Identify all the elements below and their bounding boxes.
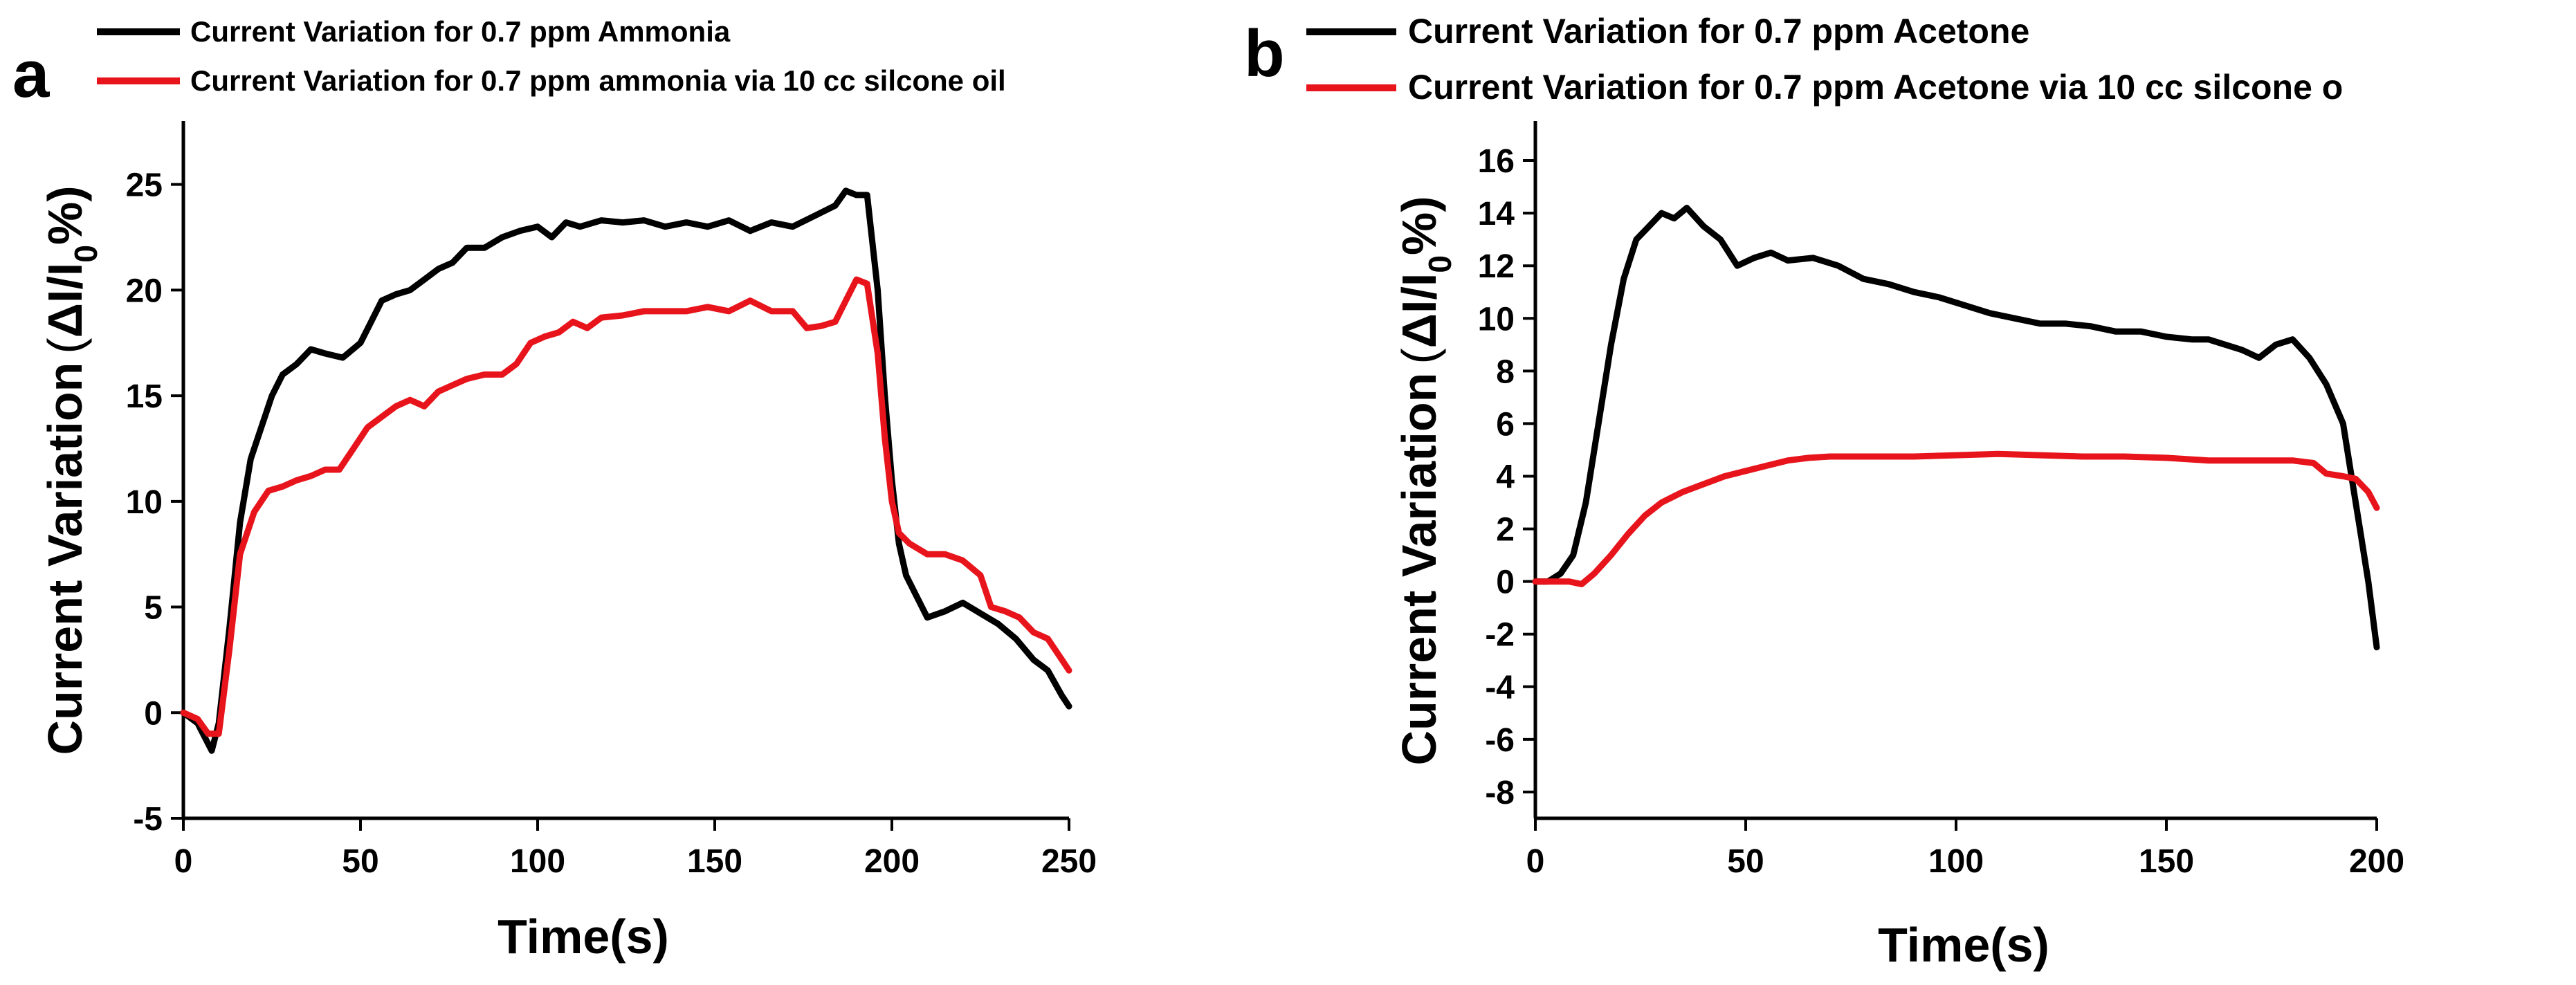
series-line-a-0 — [180, 187, 1072, 754]
x-ticks-b: 0 50 100 150 200 — [1526, 818, 2404, 880]
y-tick-label-b-10: 12 — [1478, 248, 1515, 285]
chart-panel-b: b Current Variation for 0.7 ppm Acetone … — [1244, 12, 2404, 972]
x-tick-label-b-2: 100 — [1928, 843, 1984, 880]
y-tick-label-a-5: 20 — [126, 273, 163, 309]
y-tick-label-b-6: 4 — [1496, 459, 1515, 496]
y-tick-label-b-5: 2 — [1496, 512, 1515, 549]
legend-a: Current Variation for 0.7 ppm Ammonia Cu… — [97, 15, 1006, 97]
y-axis-title-sub-b: 0 — [1422, 255, 1458, 273]
plot-area-b — [1532, 205, 2380, 651]
y-tick-label-b-12: 16 — [1478, 143, 1515, 180]
x-tick-label-a-5: 250 — [1041, 843, 1097, 880]
series-line-b-0 — [1532, 205, 2380, 651]
y-tick-label-b-11: 14 — [1478, 196, 1515, 232]
y-axis-title-main-b: Current Variation — [1392, 373, 1446, 766]
y-ticks-a: -5 0 5 10 15 20 25 — [126, 167, 183, 838]
x-tick-label-a-1: 50 — [342, 843, 378, 880]
x-axis-title-a: Time(s) — [497, 910, 669, 964]
y-tick-label-b-7: 6 — [1496, 406, 1515, 443]
y-tick-label-a-4: 15 — [126, 378, 163, 415]
y-tick-label-a-2: 5 — [144, 590, 163, 627]
x-tick-label-a-0: 0 — [174, 843, 193, 880]
y-axis-title-delta-a: ΔI/I — [38, 263, 92, 338]
x-tick-label-b-3: 150 — [2139, 843, 2194, 880]
y-axis-title-paren-a: ( — [38, 338, 92, 353]
y-axis-title-paren-b: ( — [1392, 348, 1446, 364]
x-tick-label-a-2: 100 — [510, 843, 565, 880]
y-tick-label-a-3: 10 — [126, 484, 163, 521]
x-tick-label-a-3: 150 — [687, 843, 742, 880]
y-axis-title-main-a: Current Variation — [38, 362, 92, 755]
x-tick-label-b-4: 200 — [2349, 843, 2404, 880]
series-line-b-1 — [1532, 450, 2380, 587]
plot-area-a — [180, 187, 1072, 754]
legend-label-a-black: Current Variation for 0.7 ppm Ammonia — [190, 15, 731, 48]
y-tick-label-b-1: -6 — [1485, 722, 1515, 759]
legend-label-a-red: Current Variation for 0.7 ppm ammonia vi… — [190, 64, 1006, 97]
legend-label-b-black: Current Variation for 0.7 ppm Acetone — [1408, 12, 2029, 50]
x-tick-label-a-4: 200 — [864, 843, 920, 880]
panel-label-b: b — [1244, 17, 1285, 91]
y-tick-label-a-6: 25 — [126, 167, 163, 204]
y-axis-title-sub-a: 0 — [68, 245, 104, 263]
y-tick-label-b-9: 10 — [1478, 301, 1515, 338]
y-tick-label-b-4: 0 — [1496, 564, 1515, 601]
series-line-a-1 — [180, 276, 1072, 737]
x-tick-label-b-1: 50 — [1727, 843, 1764, 880]
y-tick-label-a-0: -5 — [133, 801, 163, 838]
legend-label-b-red: Current Variation for 0.7 ppm Acetone vi… — [1408, 68, 2343, 107]
x-axis-title-b: Time(s) — [1878, 918, 2049, 972]
y-axis-title-pct-a: %) — [38, 185, 92, 245]
x-ticks-a: 0 50 100 150 200 250 — [174, 818, 1097, 880]
y-axis-title-delta-b: ΔI/I — [1392, 273, 1446, 349]
y-axis-title-a: Current Variation (ΔI/I0%) — [38, 185, 104, 755]
x-tick-label-b-0: 0 — [1526, 843, 1545, 880]
y-tick-label-a-1: 0 — [144, 695, 163, 732]
y-axis-title-b: Current Variation (ΔI/I0%) — [1392, 196, 1458, 765]
y-axis-title-pct-b: %) — [1392, 196, 1446, 255]
y-tick-label-b-2: -4 — [1485, 670, 1515, 706]
legend-b: Current Variation for 0.7 ppm Acetone Cu… — [1306, 12, 2343, 107]
y-ticks-b: -8 -6 -4 -2 0 2 4 6 8 10 12 14 16 — [1478, 143, 1535, 811]
y-tick-label-b-0: -8 — [1485, 775, 1515, 811]
panel-label-a: a — [12, 37, 50, 111]
y-tick-label-b-8: 8 — [1496, 353, 1515, 390]
chart-panel-a: a Current Variation for 0.7 ppm Ammonia … — [12, 15, 1097, 964]
y-tick-label-b-3: -2 — [1485, 617, 1515, 654]
